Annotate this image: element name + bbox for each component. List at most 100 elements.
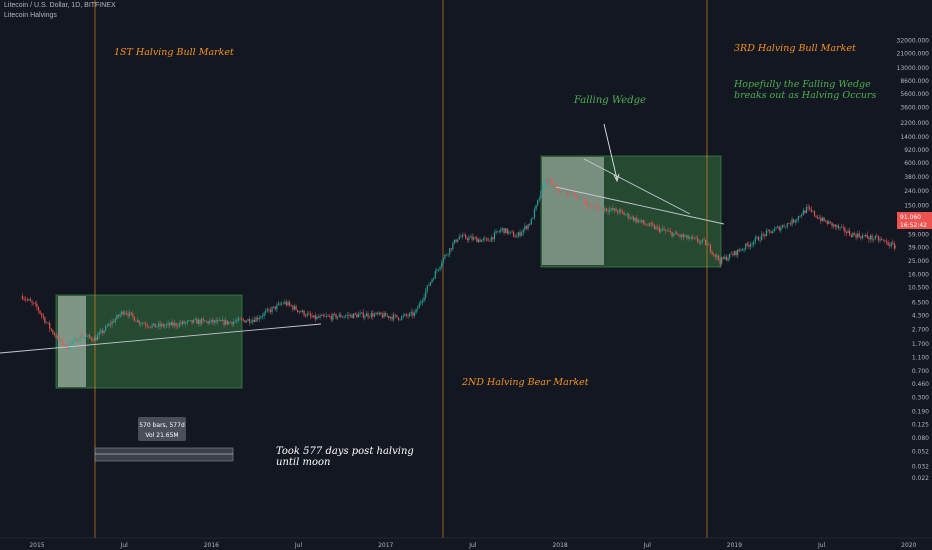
candle-body: [671, 231, 673, 237]
price-tick-label: 1.100: [912, 354, 929, 361]
candle-body: [282, 303, 284, 305]
candle-body: [860, 236, 862, 239]
candle-body: [593, 205, 595, 208]
price-tick-label: 3600.000: [900, 105, 929, 112]
zones: [55, 155, 722, 389]
candle-body: [113, 321, 115, 323]
candle-body: [181, 321, 184, 324]
candle-body: [551, 181, 553, 186]
candle-body: [74, 337, 76, 340]
candle-body: [241, 319, 243, 320]
candle-body: [146, 325, 148, 327]
candle-body: [892, 242, 894, 244]
candle-body: [754, 237, 756, 242]
candle-body: [47, 322, 49, 324]
candle-body: [225, 320, 227, 325]
candle-body: [263, 312, 265, 317]
candle-body: [473, 237, 475, 240]
candle-body: [717, 255, 720, 260]
candle-body: [397, 317, 400, 320]
candle-body: [209, 321, 211, 324]
candle-body: [772, 231, 774, 233]
price-tick-label: 0.052: [912, 448, 929, 455]
candle-body: [708, 244, 710, 246]
candle-body: [490, 237, 492, 242]
candle-body: [425, 290, 427, 298]
candle-body: [719, 259, 721, 264]
candle-body: [332, 314, 334, 320]
candle-body: [484, 238, 486, 240]
trendline-2015-2017[interactable]: [0, 323, 322, 354]
candle-body: [68, 347, 70, 350]
candle-body: [41, 313, 43, 316]
measure-tool[interactable]: 570 bars, 577d Vol 21.65M: [94, 417, 234, 462]
candle-body: [695, 237, 697, 239]
candle-body: [135, 321, 137, 322]
candle-body: [517, 232, 520, 236]
candle-body: [508, 231, 510, 234]
time-axis[interactable]: 2015Jul2016Jul2017Jul2018Jul2019Jul2020J…: [0, 537, 932, 550]
candle-body: [621, 210, 624, 213]
candle-body: [721, 257, 723, 264]
candle-body: [804, 210, 806, 214]
candle-body: [727, 258, 729, 261]
wedge-lower-line[interactable]: [555, 186, 725, 225]
candle-body: [290, 305, 292, 307]
candle-body: [890, 242, 892, 247]
candle-body: [71, 342, 73, 344]
candle-body: [249, 319, 251, 323]
price-axis-ticks: 32000.000 21000.000 13000.000 8600.000 5600.…: [897, 37, 930, 482]
candle-body: [335, 314, 337, 319]
candle-body: [36, 303, 38, 308]
candle-body: [764, 234, 766, 237]
price-tick-label: 0.700: [912, 368, 929, 375]
candle-body: [639, 220, 641, 222]
price-tick-label: 0.300: [912, 394, 929, 401]
candle-body: [781, 225, 784, 228]
candle-body: [538, 198, 540, 201]
candle-body: [481, 239, 483, 242]
candle-body: [474, 237, 476, 239]
candle-body: [658, 227, 660, 232]
candle-body: [652, 224, 654, 226]
candle-body: [588, 203, 590, 207]
candle-body: [765, 230, 768, 237]
candle-body: [423, 297, 425, 301]
candle-body: [165, 324, 168, 326]
candle-body: [242, 319, 244, 321]
candle-body: [453, 239, 456, 244]
last-price-tag: 91.060 16:52:42: [897, 212, 932, 229]
candle-body: [321, 315, 323, 316]
candle-body: [471, 236, 473, 240]
candle-body: [154, 323, 156, 328]
candle-body: [748, 244, 750, 247]
candle-body: [28, 299, 30, 301]
zone-2015-2017[interactable]: [55, 294, 243, 389]
candle-body: [791, 219, 793, 225]
price-tick-label: 0.032: [912, 463, 929, 470]
time-tick-label: 2018: [552, 542, 567, 549]
candle-body: [29, 299, 32, 302]
candle-body: [714, 254, 716, 257]
candle-body: [205, 321, 208, 322]
price-tick-label: 39.000: [908, 244, 929, 251]
candle-body: [610, 208, 612, 210]
candle-body: [274, 306, 276, 310]
candle-body: [202, 319, 204, 321]
candle-body: [23, 298, 25, 300]
price-axis[interactable]: 32000.000 21000.000 13000.000 8600.000 5600.…: [896, 0, 932, 538]
candle-body: [458, 236, 460, 240]
candle-body: [812, 211, 814, 212]
price-tick-label: 2.700: [912, 327, 929, 334]
wedge-upper-line[interactable]: [583, 158, 691, 215]
candle-body: [253, 319, 256, 322]
candle-body: [833, 224, 835, 227]
candle-body: [269, 309, 272, 313]
candle-body: [188, 320, 190, 322]
candle-body: [578, 198, 580, 200]
candle-body: [460, 236, 462, 238]
candle-body: [121, 311, 123, 315]
candle-body: [861, 235, 864, 239]
candle-body: [452, 243, 454, 250]
